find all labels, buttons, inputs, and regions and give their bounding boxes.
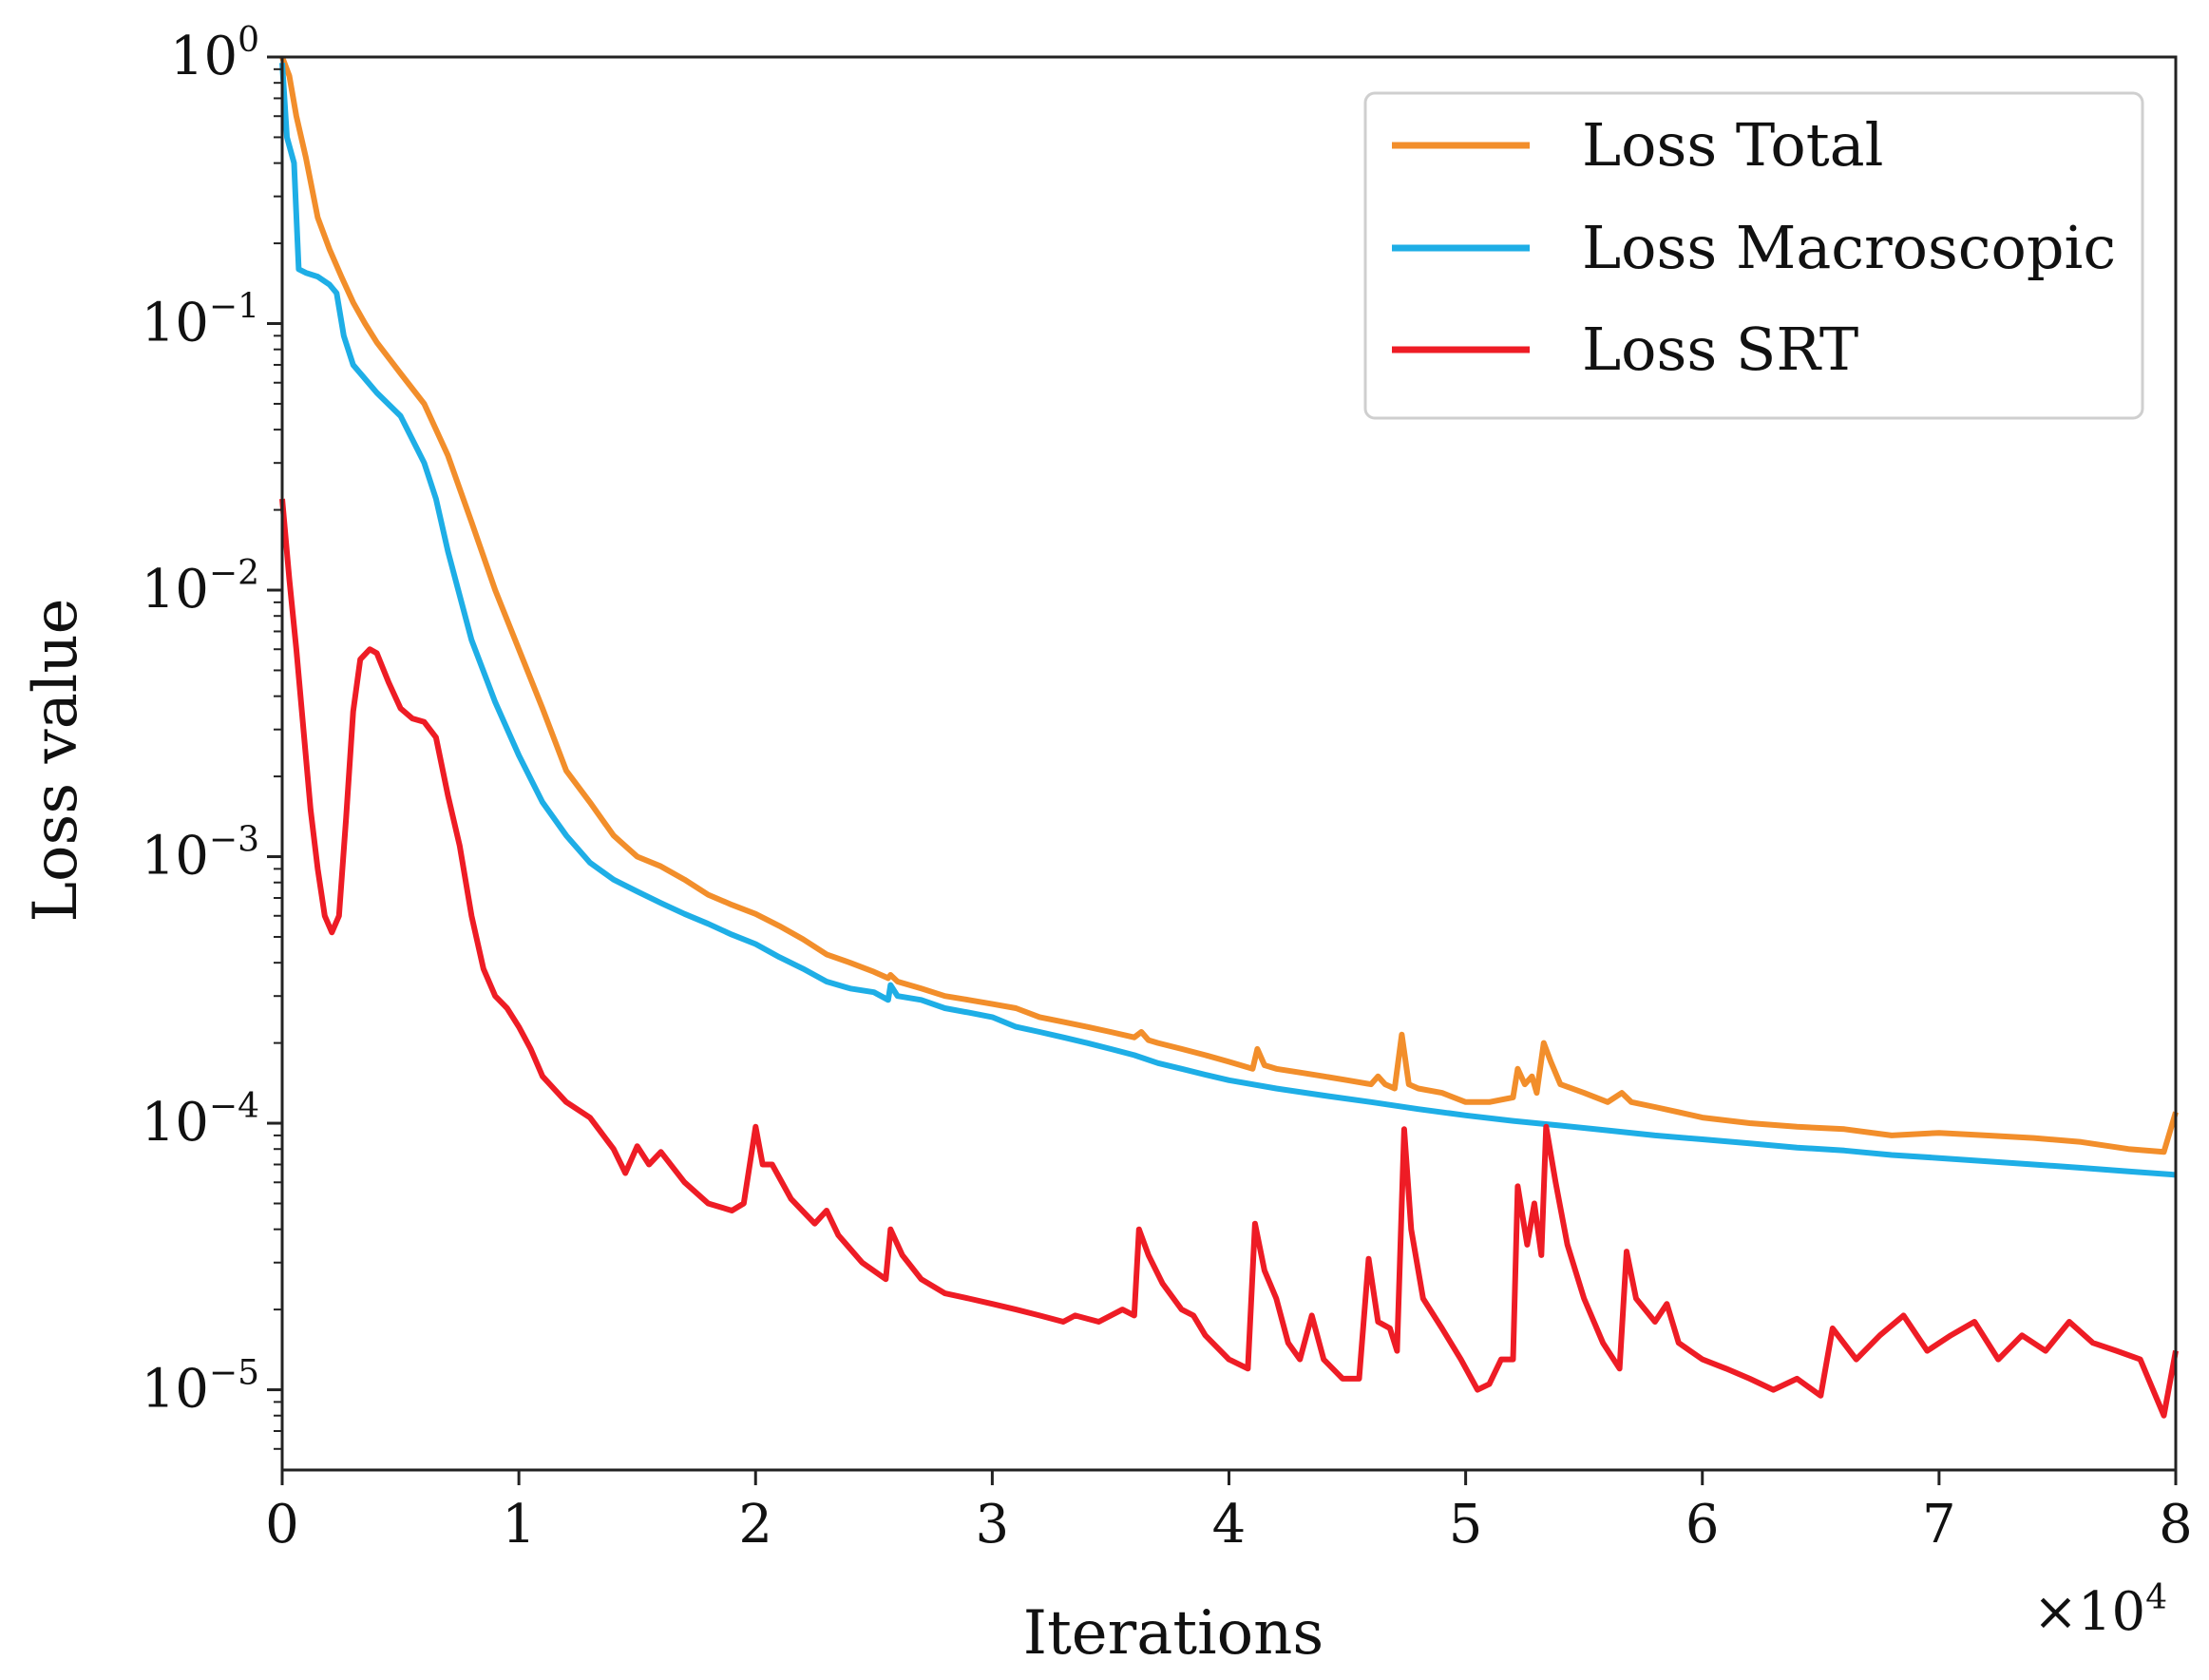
x-tick-label: 6 xyxy=(1685,1494,1720,1556)
y-tick-label: 100 xyxy=(170,21,259,87)
series-line-loss-macroscopic xyxy=(279,63,2177,1178)
x-axis-title: Iterations xyxy=(1023,1598,1323,1669)
legend: Loss Total Loss Macroscopic Loss SRT xyxy=(1363,91,2144,420)
x-tick-label: 2 xyxy=(738,1494,772,1556)
y-tick-label: 10−2 xyxy=(142,554,259,620)
x-tick-label: 0 xyxy=(265,1494,299,1556)
x-tick-label: 1 xyxy=(502,1494,536,1556)
legend-box xyxy=(1363,91,2144,420)
x-axis: 0 1 2 3 4 5 6 7 8 xyxy=(265,1470,2193,1556)
x-tick-label: 7 xyxy=(1922,1494,1956,1556)
y-tick-label: 10−3 xyxy=(142,821,259,888)
legend-label-loss-total: Loss Total xyxy=(1582,110,1883,180)
legend-label-loss-macroscopic: Loss Macroscopic xyxy=(1582,213,2116,282)
x-tick-label: 8 xyxy=(2159,1494,2193,1556)
y-tick-label: 10−1 xyxy=(142,288,259,354)
x-tick-label: 4 xyxy=(1212,1494,1247,1556)
series-line-loss-total xyxy=(279,55,2179,1155)
series-line-loss-srt xyxy=(279,498,2179,1419)
series-layer xyxy=(279,55,2179,1419)
x-tick-label: 5 xyxy=(1449,1494,1483,1556)
x-tick-label: 3 xyxy=(976,1494,1010,1556)
y-tick-label: 10−5 xyxy=(142,1354,259,1421)
y-axis-title: Loss value xyxy=(21,599,91,923)
y-axis: 100 10−1 10−2 10−3 10−4 10−5 xyxy=(142,21,282,1450)
y-tick-label: 10−4 xyxy=(142,1087,259,1154)
x-multiplier-label: ×104 xyxy=(2033,1578,2167,1643)
legend-label-loss-srt: Loss SRT xyxy=(1582,315,1858,384)
